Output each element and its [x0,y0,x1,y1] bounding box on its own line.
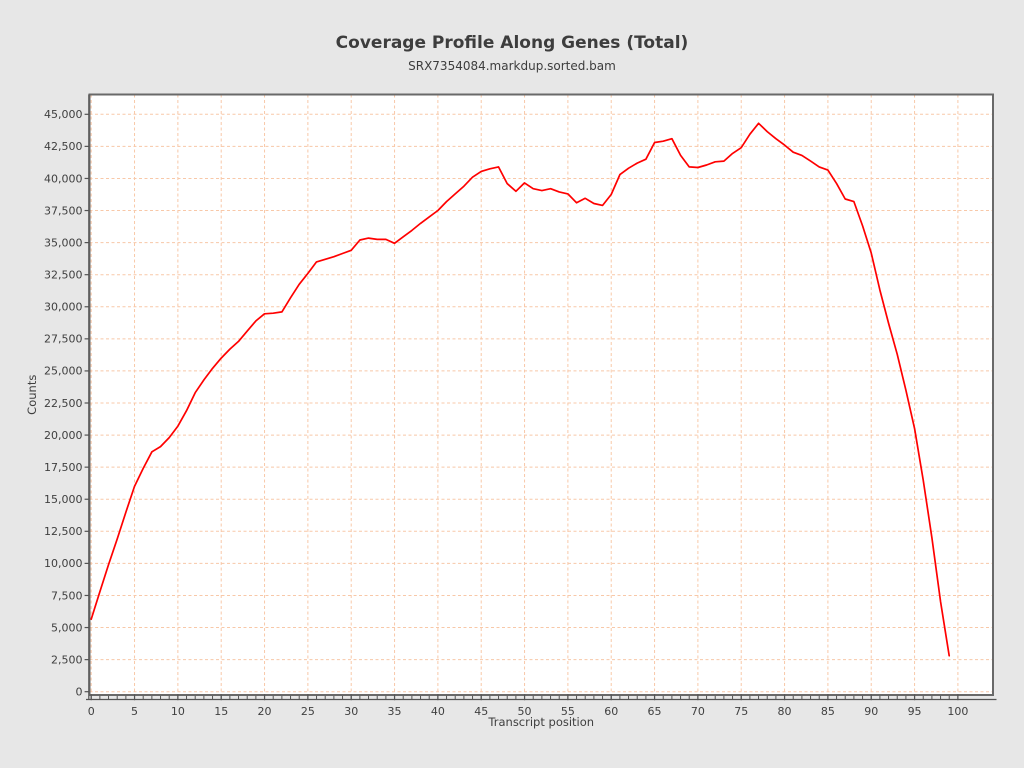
x-tick-label: 15 [214,705,228,718]
y-tick-label: 10,000 [44,557,83,570]
y-tick-label: 17,500 [44,461,83,474]
x-tick-label: 80 [778,705,792,718]
x-tick-label: 10 [171,705,185,718]
y-axis-title: Counts [25,375,39,415]
x-tick-label: 95 [908,705,922,718]
y-tick-label: 42,500 [44,140,83,153]
x-tick-label: 70 [691,705,705,718]
x-tick-label: 20 [258,705,272,718]
chart-title: Coverage Profile Along Genes (Total) [335,33,689,53]
x-axis-title: Transcript position [487,715,594,729]
chart-subtitle: SRX7354084.markdup.sorted.bam [408,59,616,73]
x-tick-label: 45 [474,705,488,718]
y-tick-label: 27,500 [44,333,83,346]
x-tick-label: 90 [864,705,878,718]
y-tick-label: 22,500 [44,397,83,410]
y-tick-label: 20,000 [44,429,83,442]
x-tick-label: 75 [734,705,748,718]
x-tick-label: 0 [88,705,95,718]
x-tick-label: 35 [388,705,402,718]
y-tick-label: 40,000 [44,172,83,185]
y-tick-label: 25,000 [44,365,83,378]
x-tick-label: 40 [431,705,445,718]
x-tick-label: 85 [821,705,835,718]
grid-lines [89,94,993,695]
y-tick-label: 12,500 [44,525,83,538]
x-tick-label: 50 [518,705,532,718]
x-tick-label: 25 [301,705,315,718]
y-tick-label: 2,500 [51,653,83,666]
y-tick-label: 15,000 [44,493,83,506]
x-tick-label: 30 [344,705,358,718]
x-tick-label: 100 [947,705,968,718]
x-tick-label: 55 [561,705,575,718]
y-tick-label: 45,000 [44,108,83,121]
y-tick-label: 7,500 [51,589,83,602]
plot-frame [88,93,994,696]
y-tick-label: 5,000 [51,621,83,634]
y-tick-label: 37,500 [44,204,83,217]
coverage-line [90,122,951,657]
y-tick-label: 0 [76,686,83,699]
y-tick-label: 32,500 [44,268,83,281]
y-axis: 0 2,500 5,000 7,500 10,000 12,500 15,000 17,500… [44,94,90,700]
x-tick-label: 5 [131,705,138,718]
plot-background [89,94,993,695]
y-tick-label: 30,000 [44,301,83,314]
y-tick-label: 35,000 [44,236,83,249]
x-axis: 0 5 10 15 20 25 30 35 40 45 50 55 60 65 70 75 80 85 90 95 10… [86,694,997,718]
x-tick-label: 60 [604,705,618,718]
x-tick-label: 65 [648,705,662,718]
